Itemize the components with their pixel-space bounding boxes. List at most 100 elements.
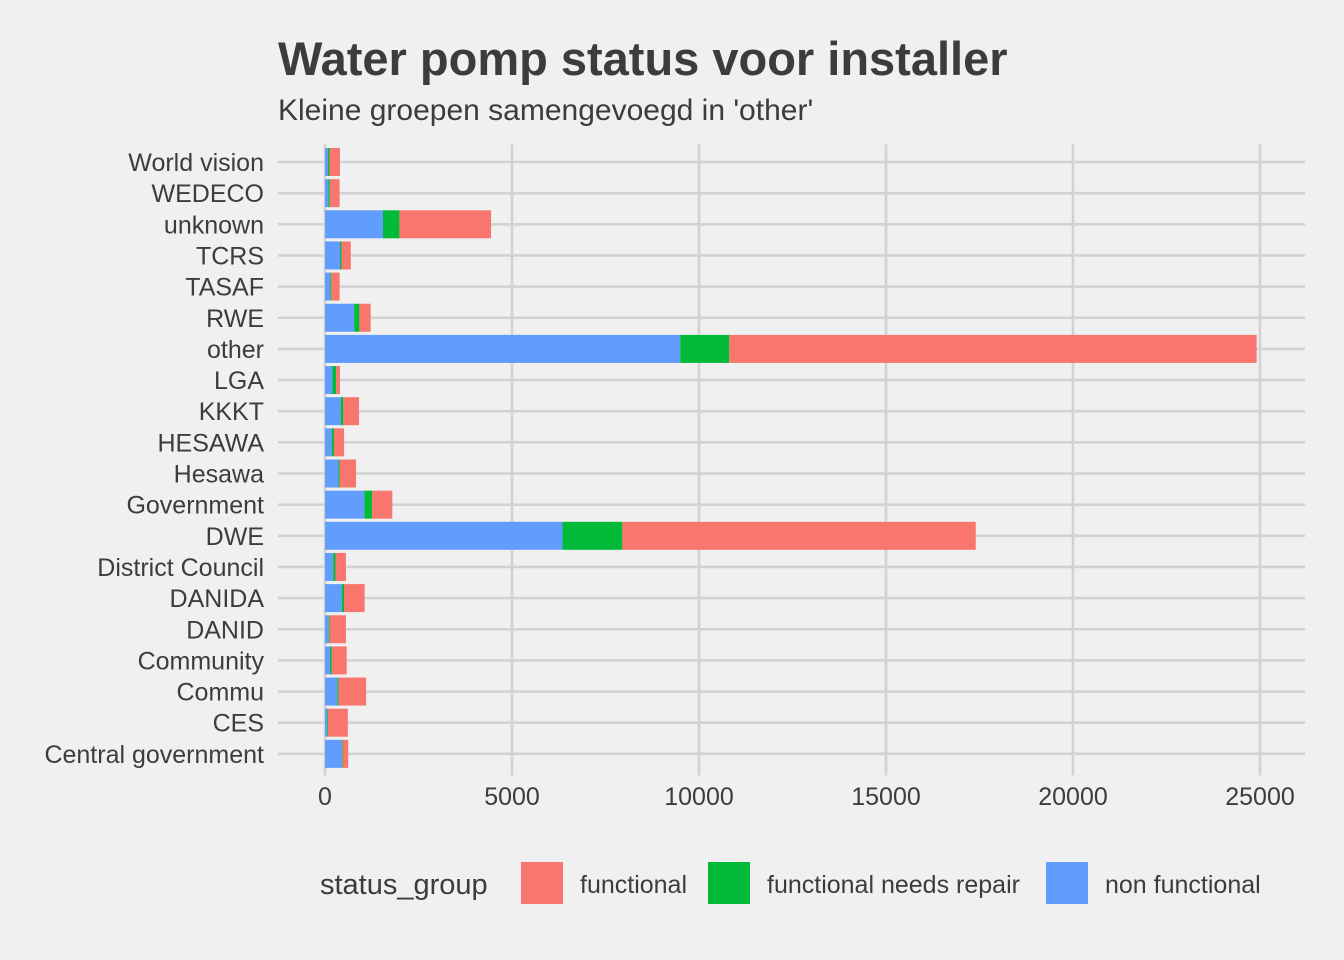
category-label: DANIDA (170, 585, 265, 613)
bar-segment-functional-needs-repair (364, 490, 373, 519)
bars (325, 148, 1257, 768)
bar-segment-non-functional (325, 521, 563, 550)
category-label: TCRS (196, 242, 264, 270)
bar-segment-functional (333, 428, 345, 457)
bar-segment-non-functional (325, 739, 342, 768)
chart-title: Water pomp status voor installer (278, 32, 1008, 85)
x-tick-label: 5000 (484, 783, 540, 811)
legend-key (708, 862, 750, 904)
bar-segment-non-functional (325, 646, 330, 675)
bar-segment-non-functional (325, 272, 331, 301)
x-tick-label: 0 (318, 783, 332, 811)
bar-segment-non-functional (325, 428, 332, 457)
bar-segment-non-functional (325, 366, 333, 395)
chart-subtitle: Kleine groepen samengevoegd in 'other' (278, 94, 813, 127)
category-label: unknown (164, 211, 264, 239)
category-label: Central government (44, 741, 264, 769)
bar-segment-functional (399, 210, 492, 239)
bar-segment-non-functional (325, 615, 329, 644)
bar-segment-functional (336, 366, 340, 395)
legend: status_group functional functional needs … (320, 862, 1261, 904)
legend-key (521, 862, 563, 904)
category-label: Hesawa (174, 461, 264, 489)
bar-segment-functional (335, 552, 346, 581)
x-tick-label: 20000 (1038, 783, 1108, 811)
bar-segment-functional (331, 646, 347, 675)
bar-segment-non-functional (325, 708, 328, 737)
category-labels: World vision WEDECO unknown TCRS TASAF RWE oth… (44, 149, 264, 769)
bar-segment-functional (339, 459, 357, 488)
legend-title: status_group (320, 869, 488, 901)
x-tick-label: 15000 (851, 783, 921, 811)
bar-segment-functional-needs-repair (328, 179, 330, 208)
category-label: TASAF (185, 274, 264, 302)
category-label: DANID (186, 616, 264, 644)
gridlines (278, 144, 1305, 776)
x-tick-label: 10000 (664, 783, 734, 811)
category-label: Government (126, 492, 264, 520)
legend-label: non functional (1105, 871, 1261, 899)
bar-segment-functional (327, 708, 348, 737)
bar-segment-functional (344, 584, 365, 613)
bar-segment-functional-needs-repair (340, 397, 344, 426)
bar-segment-functional-needs-repair (341, 739, 343, 768)
category-label: other (207, 336, 264, 364)
bar-segment-functional (342, 739, 349, 768)
bar-segment-non-functional (325, 179, 329, 208)
bar-segment-functional-needs-repair (562, 521, 623, 550)
bar-segment-functional (329, 179, 340, 208)
bar-segment-functional-needs-repair (330, 272, 332, 301)
bar-segment-non-functional (325, 303, 355, 332)
bar-segment-functional-needs-repair (337, 677, 339, 706)
category-label: Community (138, 647, 265, 675)
bar-segment-functional-needs-repair (333, 552, 336, 581)
bar-segment-non-functional (325, 241, 340, 270)
x-tick-labels: 0 5000 10000 15000 20000 25000 (318, 783, 1295, 811)
legend-label: functional (580, 871, 687, 899)
category-label: RWE (206, 305, 264, 333)
bar-segment-non-functional (325, 552, 334, 581)
category-label: District Council (97, 554, 264, 582)
bar-segment-functional-needs-repair (680, 334, 730, 363)
bar-segment-functional (359, 303, 371, 332)
bar-segment-functional-needs-repair (382, 210, 400, 239)
bar-segment-functional-needs-repair (341, 584, 345, 613)
bar-segment-non-functional (325, 584, 342, 613)
bar-segment-functional (341, 241, 351, 270)
bar-segment-functional-needs-repair (327, 148, 330, 176)
bar-segment-functional (338, 677, 367, 706)
category-label: DWE (206, 523, 264, 551)
legend-label: functional needs repair (767, 871, 1020, 899)
category-label: LGA (214, 367, 264, 395)
bar-segment-functional-needs-repair (338, 459, 340, 488)
bar-segment-functional-needs-repair (329, 646, 332, 675)
x-tick-label: 25000 (1225, 783, 1295, 811)
bar-segment-non-functional (325, 210, 383, 239)
bar-segment-functional (622, 521, 976, 550)
bar-segment-functional (343, 397, 360, 426)
bar-segment-functional-needs-repair (354, 303, 360, 332)
category-label: HESAWA (158, 429, 265, 457)
bar-segment-functional (372, 490, 393, 519)
category-label: KKKT (199, 398, 264, 426)
bar-segment-non-functional (325, 677, 338, 706)
category-label: WEDECO (152, 180, 265, 208)
bar-segment-non-functional (325, 148, 328, 176)
bar-segment-non-functional (325, 334, 681, 363)
category-label: Commu (176, 679, 264, 707)
legend-key (1046, 862, 1088, 904)
bar-segment-non-functional (325, 490, 365, 519)
category-label: CES (213, 710, 264, 738)
category-label: World vision (128, 149, 264, 177)
bar-segment-functional-needs-repair (331, 428, 334, 457)
bar-segment-functional-needs-repair (328, 615, 330, 644)
bar-segment-functional (329, 615, 346, 644)
bar-segment-functional-needs-repair (339, 241, 342, 270)
bar-segment-non-functional (325, 459, 339, 488)
bar-segment-functional (329, 148, 340, 176)
bar-segment-functional-needs-repair (332, 366, 337, 395)
bar-segment-functional (729, 334, 1257, 363)
bar-segment-functional (331, 272, 340, 301)
